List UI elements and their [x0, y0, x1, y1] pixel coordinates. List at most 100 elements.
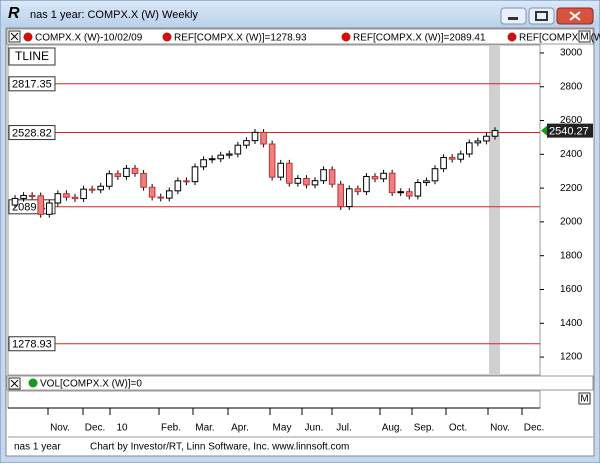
close-panel-button[interactable]: [9, 31, 20, 42]
svg-text:R: R: [8, 5, 20, 22]
candle-body: [132, 168, 138, 173]
x-tick-label: Nov.: [50, 423, 70, 434]
candle-body: [261, 132, 267, 144]
candle-body: [312, 181, 318, 185]
candle-body: [184, 181, 190, 182]
x-tick-label: Oct.: [449, 423, 467, 434]
candle-body: [458, 154, 464, 159]
candle-body: [492, 131, 498, 137]
candle-body: [355, 189, 361, 192]
footer-credit: Chart by Investor/RT, Linn Software, Inc…: [90, 442, 349, 453]
candle-body: [89, 189, 95, 190]
candle-body: [218, 155, 224, 159]
m-button[interactable]: M: [579, 393, 590, 405]
minimize-button[interactable]: [501, 8, 526, 24]
svg-text:M: M: [580, 394, 588, 405]
candle-body: [46, 203, 52, 214]
plot-area: [8, 45, 540, 375]
candle-body: [209, 159, 215, 160]
volume-legend: VOL[COMPX.X (W)]=0: [40, 379, 142, 390]
x-tick-label: Dec.: [524, 423, 545, 434]
volume-panel: [8, 391, 540, 408]
legend-dot: [342, 33, 351, 42]
candle-body: [115, 174, 121, 177]
y-tick-label: 1800: [560, 250, 583, 261]
candle-body: [106, 174, 112, 187]
close-volume-button[interactable]: [9, 378, 20, 389]
candle-body: [389, 173, 395, 192]
x-tick-label: Sep.: [414, 423, 435, 434]
candle-body: [329, 170, 335, 185]
cursor-band: [489, 45, 500, 375]
candle-body: [484, 136, 490, 141]
candle-body: [415, 183, 421, 197]
close-button[interactable]: [557, 8, 593, 24]
y-tick-label: 3000: [560, 48, 583, 59]
x-tick-label: 10: [116, 423, 128, 434]
panel-label: TLINE: [9, 48, 55, 65]
candle-body: [424, 181, 430, 183]
candle-body: [406, 192, 412, 196]
last-value-label: 2540.27: [549, 126, 589, 138]
candle-body: [346, 189, 352, 207]
svg-text:TLINE: TLINE: [15, 49, 49, 63]
ref-label: 2817.35: [12, 79, 52, 91]
candle-body: [149, 187, 155, 197]
candle-body: [466, 143, 472, 154]
candle-body: [252, 132, 258, 140]
candle-body: [226, 154, 232, 155]
candle-body: [124, 168, 130, 176]
candle-body: [295, 178, 301, 183]
candle-body: [158, 197, 164, 198]
x-tick-label: Mar.: [195, 423, 214, 434]
candle-body: [304, 178, 310, 184]
candle-body: [286, 163, 292, 183]
y-tick-label: 1400: [560, 318, 583, 329]
candle-body: [244, 141, 250, 146]
footer-page: nas 1 year: [14, 442, 61, 453]
x-tick-label: Jun.: [305, 423, 324, 434]
candle-body: [372, 176, 378, 178]
candle-body: [29, 196, 35, 197]
candle-body: [398, 192, 404, 193]
y-tick-label: 1600: [560, 284, 583, 295]
candle-body: [475, 141, 481, 143]
ref-label: 2528.82: [12, 127, 52, 139]
legend-item: COMPX.X (W)-10/02/09: [35, 33, 143, 44]
candle-body: [98, 186, 104, 190]
window-title: nas 1 year: COMPX.X (W) Weekly: [30, 9, 198, 21]
candle-body: [12, 198, 18, 205]
x-tick-label: May: [273, 423, 292, 434]
maximize-button[interactable]: [529, 8, 554, 24]
candle-body: [201, 160, 207, 167]
candle-body: [269, 144, 275, 177]
candle-body: [381, 173, 387, 179]
ref-label: 1278.93: [12, 339, 52, 351]
candle-body: [432, 169, 438, 181]
legend-dot: [163, 33, 172, 42]
x-tick-label: Dec.: [85, 423, 106, 434]
candle-body: [55, 194, 61, 203]
app-icon: R: [8, 5, 20, 22]
candle-body: [441, 158, 447, 169]
candle-body: [338, 184, 344, 206]
candle-body: [364, 176, 370, 191]
x-tick-label: Jul.: [336, 423, 352, 434]
m-button[interactable]: M: [579, 31, 590, 43]
svg-text:M: M: [580, 32, 588, 43]
y-tick-label: 2000: [560, 217, 583, 228]
legend-item: REF[COMPX.X (W)]=2089.41: [353, 33, 486, 44]
candle-body: [141, 173, 147, 187]
candle-body: [166, 191, 172, 198]
x-tick-label: Feb.: [161, 423, 181, 434]
y-tick-label: 2400: [560, 149, 583, 160]
candle-body: [81, 189, 87, 198]
candle-body: [38, 196, 44, 214]
legend-dot: [508, 33, 517, 42]
y-tick-label: 1200: [560, 352, 583, 363]
candle-body: [72, 197, 78, 198]
candle-body: [21, 196, 27, 199]
candle-body: [64, 194, 70, 198]
candle-body: [235, 145, 241, 154]
